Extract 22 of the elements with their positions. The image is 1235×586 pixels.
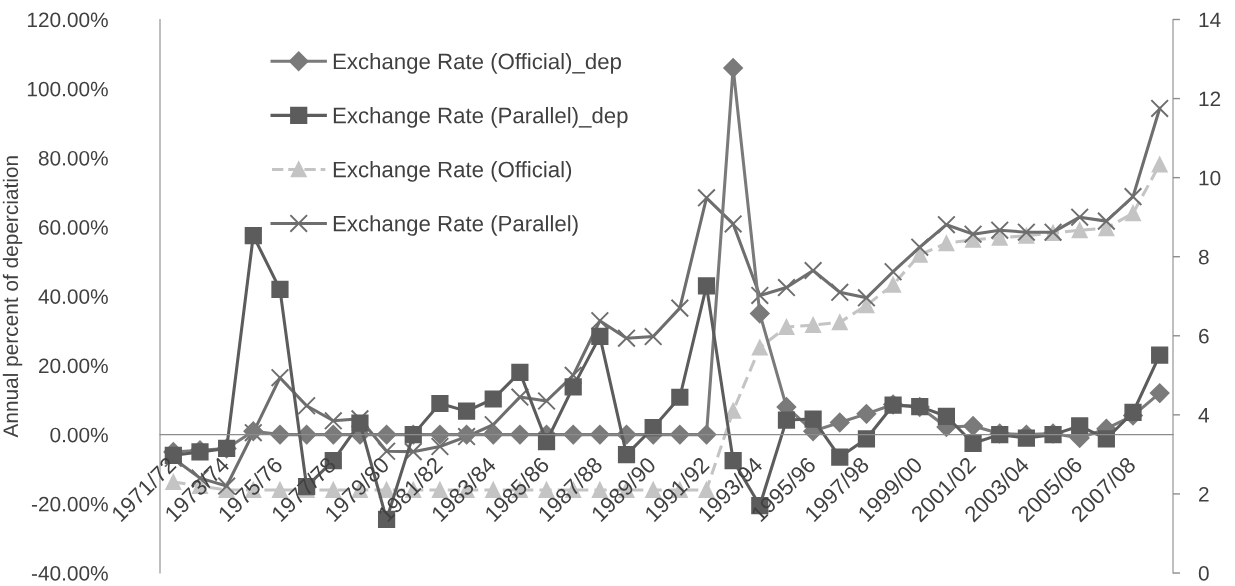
y-axis-title: Annual percent of deperciation [2,156,23,438]
y-tick-label: 40.00% [38,289,108,304]
y-tick-label: -40.00% [31,566,108,581]
y2-tick-label: 8 [1198,249,1209,265]
y-tick-label: 80.00% [38,150,108,166]
legend-label: Exchange Rate (Official) [333,161,572,182]
legend-label: Exchange Rate (Parallel)_dep [333,107,628,128]
legend-label: Exchange Rate (Parallel) [333,215,578,236]
legend-label: Exchange Rate (Official)_dep [333,52,621,74]
y2-tick-label: 12 [1199,91,1221,107]
y-tick-label: 0.00% [50,427,108,443]
y-tick-label: 100.00% [27,81,108,97]
y2-tick-label: 4 [1198,408,1209,423]
y2-tick-label: 0 [1198,566,1209,581]
y-tick-label: 120.00% [27,12,108,28]
y2-tick-label: 10 [1199,170,1221,186]
y-tick-label: 20.00% [39,358,108,374]
y-tick-label: 60.00% [39,220,108,235]
y-tick-label: -20.00% [31,496,108,512]
y2-tick-label: 2 [1199,486,1209,502]
y2-tick-label: 6 [1199,328,1209,344]
y2-tick-label: 14 [1199,12,1221,28]
